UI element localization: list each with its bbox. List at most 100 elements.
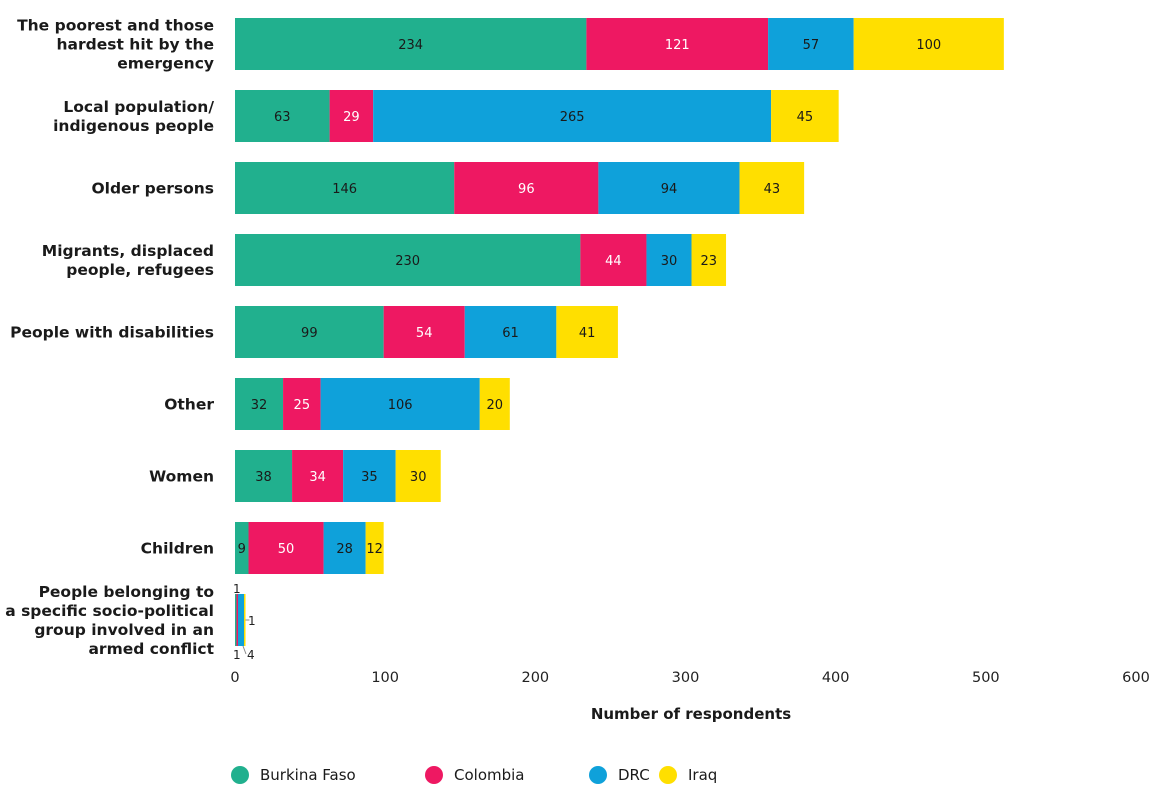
data-label: 100 <box>916 38 941 53</box>
data-label: 1 <box>233 648 241 662</box>
bar-segment <box>235 378 284 430</box>
bar-segment <box>365 522 384 574</box>
data-label: 30 <box>410 470 427 485</box>
category-label: Local population/indigenous people <box>53 98 214 135</box>
data-label: 28 <box>336 542 353 557</box>
bar-segment <box>598 162 740 214</box>
category-label: Children <box>141 540 214 558</box>
data-label: 25 <box>294 398 311 413</box>
data-label: 106 <box>388 398 413 413</box>
bar-segment <box>235 594 237 646</box>
category-label-line: a specific socio-political <box>5 602 214 620</box>
data-label: 99 <box>301 326 318 341</box>
bar-segment <box>479 378 510 430</box>
data-label: 38 <box>255 470 272 485</box>
bar-segment <box>323 522 366 574</box>
bar-segment <box>238 594 245 646</box>
bar-segment <box>283 378 321 430</box>
bar-segment <box>739 162 805 214</box>
data-label: 230 <box>395 254 420 269</box>
x-tick-label: 400 <box>822 670 850 686</box>
category-label-line: People belonging to <box>39 583 214 601</box>
bar-segment <box>235 18 587 70</box>
data-label: 9 <box>238 542 246 557</box>
bar-segment <box>771 90 839 142</box>
data-label: 265 <box>560 110 585 125</box>
legend: Burkina Faso Colombia DRC Iraq <box>231 766 717 784</box>
bar-segment <box>292 450 344 502</box>
category-label-line: Children <box>141 540 214 558</box>
legend-label: Burkina Faso <box>260 766 356 784</box>
x-axis-label: Number of respondents <box>591 705 791 723</box>
category-label-line: armed conflict <box>88 640 214 658</box>
bar-segment <box>235 306 384 358</box>
x-axis: 0 100 200 300 400 500 600 <box>230 670 1149 686</box>
data-label: 4 <box>247 648 255 662</box>
category-label: People belonging to a specific socio-poli… <box>5 583 214 658</box>
bar-segment <box>646 234 692 286</box>
x-tick-label: 500 <box>972 670 1000 686</box>
category-label: The poorest and those hardest hit by the e… <box>17 17 214 73</box>
x-tick-label: 300 <box>672 670 700 686</box>
bar-segment <box>383 306 465 358</box>
data-label: 23 <box>701 254 718 269</box>
data-label: 54 <box>416 326 433 341</box>
x-tick-label: 0 <box>230 670 239 686</box>
legend-swatch <box>659 766 677 784</box>
data-label: 41 <box>579 326 596 341</box>
category-label: Older persons <box>91 180 214 198</box>
bar-segment <box>235 234 581 286</box>
bar-segment <box>853 18 1004 70</box>
data-label: 50 <box>278 542 295 557</box>
category-label-line: The poorest and those <box>17 17 214 35</box>
category-label-line: emergency <box>117 55 214 73</box>
callout-line <box>242 645 247 655</box>
bar-segment <box>691 234 727 286</box>
legend-label: Colombia <box>454 766 525 784</box>
category-label: Other <box>164 396 214 414</box>
data-label: 96 <box>518 182 535 197</box>
data-label: 61 <box>502 326 519 341</box>
bar-segment <box>586 18 769 70</box>
bar-segment <box>464 306 557 358</box>
category-label-line: indigenous people <box>53 117 214 135</box>
category-label: Migrants, displaced people, refugees <box>42 242 214 279</box>
category-label-line: Local population/ <box>63 98 214 116</box>
category-label-line: group involved in an <box>34 621 214 639</box>
bar-segment <box>395 450 441 502</box>
legend-label: DRC <box>618 766 650 784</box>
data-label: 146 <box>332 182 357 197</box>
data-label: 34 <box>309 470 326 485</box>
data-label: 12 <box>366 542 383 557</box>
legend-swatch <box>231 766 249 784</box>
bar-segment <box>320 378 480 430</box>
category-label-line: hardest hit by the <box>57 36 214 54</box>
data-label: 1 <box>248 614 256 628</box>
data-label: 121 <box>665 38 690 53</box>
category-label-line: Other <box>164 396 214 414</box>
category-labels: The poorest and those hardest hit by the e… <box>5 17 214 659</box>
data-label: 94 <box>661 182 678 197</box>
bar-segment <box>235 90 330 142</box>
data-label: 20 <box>487 398 504 413</box>
x-tick-label: 200 <box>521 670 549 686</box>
category-label: Women <box>149 468 214 486</box>
bar-segment <box>244 594 246 646</box>
data-label: 1 <box>233 582 241 596</box>
legend-swatch <box>589 766 607 784</box>
bar-segment <box>236 594 239 646</box>
bar-segment <box>235 162 455 214</box>
data-label: 45 <box>797 110 814 125</box>
legend-label: Iraq <box>688 766 717 784</box>
category-label: People with disabilities <box>10 324 214 342</box>
bar-segment <box>248 522 324 574</box>
bar-segment <box>373 90 772 142</box>
bar-segment <box>235 450 293 502</box>
x-tick-label: 100 <box>371 670 399 686</box>
data-label: 29 <box>343 110 360 125</box>
category-label-line: people, refugees <box>66 261 214 279</box>
category-label-line: Women <box>149 468 214 486</box>
bar-segment <box>329 90 374 142</box>
